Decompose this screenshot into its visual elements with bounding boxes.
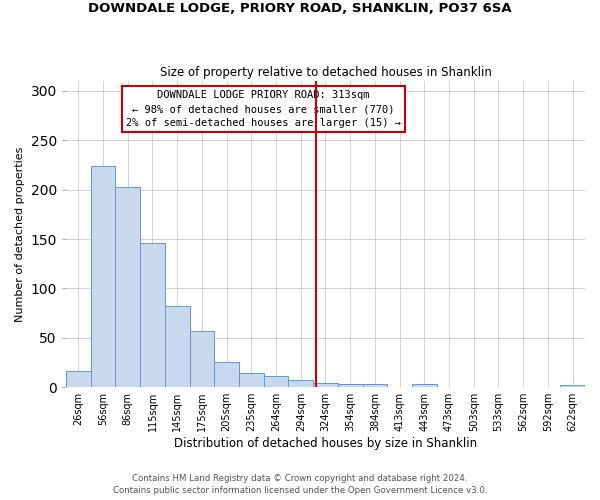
X-axis label: Distribution of detached houses by size in Shanklin: Distribution of detached houses by size … xyxy=(174,437,477,450)
Bar xyxy=(165,306,190,387)
Text: DOWNDALE LODGE PRIORY ROAD: 313sqm
← 98% of detached houses are smaller (770)
2%: DOWNDALE LODGE PRIORY ROAD: 313sqm ← 98%… xyxy=(125,90,401,128)
Bar xyxy=(362,384,387,387)
Bar xyxy=(412,384,437,387)
Text: Contains HM Land Registry data © Crown copyright and database right 2024.
Contai: Contains HM Land Registry data © Crown c… xyxy=(113,474,487,495)
Bar xyxy=(560,385,585,387)
Bar xyxy=(214,362,239,387)
Bar xyxy=(289,380,313,387)
Bar xyxy=(338,384,362,387)
Bar xyxy=(66,372,91,387)
Text: DOWNDALE LODGE, PRIORY ROAD, SHANKLIN, PO37 6SA: DOWNDALE LODGE, PRIORY ROAD, SHANKLIN, P… xyxy=(88,2,512,16)
Title: Size of property relative to detached houses in Shanklin: Size of property relative to detached ho… xyxy=(160,66,491,78)
Bar xyxy=(313,384,338,387)
Bar xyxy=(91,166,115,387)
Bar xyxy=(263,376,289,387)
Bar xyxy=(239,374,263,387)
Y-axis label: Number of detached properties: Number of detached properties xyxy=(15,146,25,322)
Bar xyxy=(140,243,165,387)
Bar xyxy=(190,331,214,387)
Bar xyxy=(115,186,140,387)
